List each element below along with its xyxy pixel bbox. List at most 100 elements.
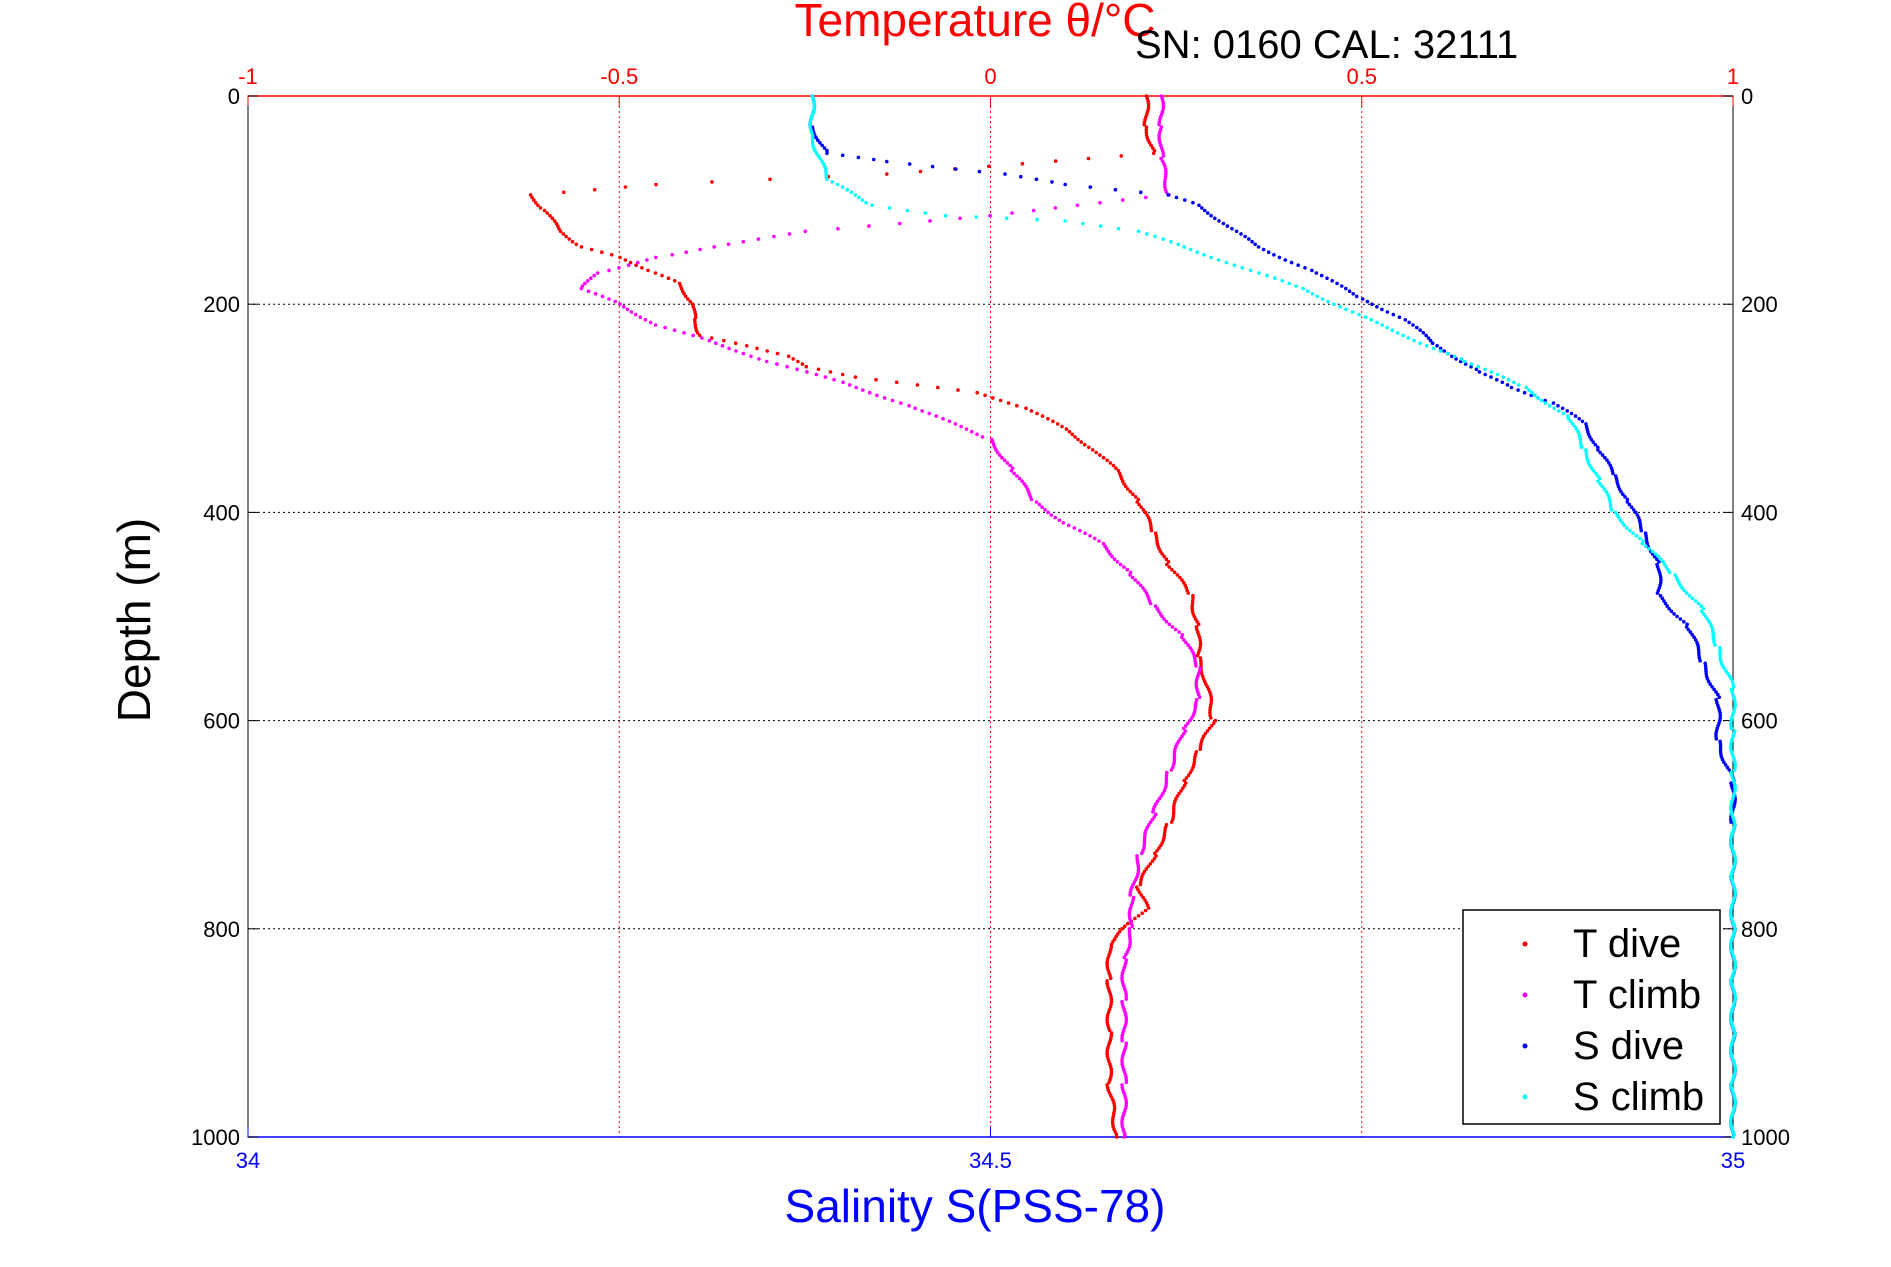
data-point xyxy=(1112,1106,1117,1111)
data-point xyxy=(1663,601,1668,606)
data-point xyxy=(1157,122,1161,127)
data-point xyxy=(812,104,817,109)
salinity-tick-label: 35 xyxy=(1721,1148,1745,1173)
data-point xyxy=(1682,588,1686,593)
data-point xyxy=(1165,562,1169,567)
data-point xyxy=(1698,658,1702,663)
data-point xyxy=(741,239,746,244)
data-point xyxy=(1124,1018,1129,1022)
depth-tick-label-right: 400 xyxy=(1741,500,1778,525)
data-point xyxy=(1155,799,1160,804)
data-point xyxy=(1139,505,1143,510)
data-point xyxy=(1128,573,1132,577)
data-point xyxy=(1613,510,1618,515)
data-point xyxy=(1003,172,1007,176)
data-point xyxy=(1171,807,1176,811)
data-point xyxy=(1568,419,1573,424)
data-point xyxy=(824,172,828,176)
data-point xyxy=(1164,778,1169,783)
data-point xyxy=(823,375,828,379)
data-point xyxy=(1182,245,1186,249)
depth-tick-label-right: 600 xyxy=(1741,709,1778,734)
data-point xyxy=(988,213,992,218)
data-point xyxy=(1650,552,1655,556)
data-point xyxy=(1608,502,1613,507)
data-point xyxy=(542,208,547,213)
data-point xyxy=(1412,338,1416,343)
data-point xyxy=(1655,591,1660,595)
data-point xyxy=(1686,627,1691,632)
data-point xyxy=(1426,336,1431,340)
data-point xyxy=(890,398,895,403)
data-point xyxy=(1164,773,1169,778)
data-point xyxy=(1729,744,1733,749)
data-point xyxy=(1221,221,1226,226)
data-point xyxy=(1556,403,1560,408)
data-point xyxy=(1733,783,1737,788)
data-point xyxy=(1733,1098,1737,1103)
data-point xyxy=(1067,429,1072,434)
data-point xyxy=(1008,463,1012,468)
data-point xyxy=(1066,523,1071,528)
data-point xyxy=(600,294,605,299)
data-point xyxy=(953,422,958,426)
data-point xyxy=(1172,570,1177,575)
data-point xyxy=(653,271,658,275)
data-point xyxy=(894,380,899,385)
data-point xyxy=(1718,711,1722,715)
data-point xyxy=(1116,932,1120,936)
data-point xyxy=(816,138,820,142)
data-point xyxy=(1127,929,1132,934)
data-point xyxy=(1190,768,1194,772)
data-point xyxy=(1133,916,1137,921)
data-point xyxy=(1474,367,1479,372)
data-point xyxy=(814,135,818,140)
data-point xyxy=(712,245,716,249)
data-point xyxy=(1167,622,1172,627)
data-point xyxy=(1108,552,1112,556)
data-point xyxy=(1024,406,1028,411)
data-point xyxy=(796,359,800,364)
data-point xyxy=(1141,895,1145,900)
data-point xyxy=(1360,297,1365,301)
data-point xyxy=(1696,601,1701,606)
data-point xyxy=(1638,536,1642,541)
data-point xyxy=(1209,698,1214,702)
data-point xyxy=(1063,219,1067,223)
axes-layer: -1 -0.5 0 0.5 1 34 34.5 35 0 0 200 200 400 400 600 600 8… xyxy=(191,64,1790,1173)
data-point xyxy=(1188,247,1193,252)
data-point xyxy=(765,349,769,353)
depth-tick-label-right: 800 xyxy=(1741,917,1778,942)
data-point xyxy=(1501,375,1506,379)
data-point xyxy=(756,237,761,241)
data-point xyxy=(1729,1119,1733,1124)
data-point xyxy=(1186,721,1190,725)
data-point xyxy=(1161,154,1166,158)
data-point xyxy=(1591,469,1596,473)
data-point xyxy=(1306,289,1310,294)
legend-marker xyxy=(1522,1094,1528,1100)
data-point xyxy=(1655,557,1659,561)
data-point xyxy=(607,268,611,273)
data-point xyxy=(828,370,833,374)
data-point xyxy=(530,195,534,200)
data-point xyxy=(1120,1059,1124,1064)
data-point xyxy=(1159,794,1163,798)
data-point xyxy=(1162,830,1167,835)
data-point xyxy=(1629,505,1634,510)
salinity-tick-label: 34.5 xyxy=(969,1148,1012,1173)
data-point xyxy=(887,206,892,210)
data-point xyxy=(634,263,638,268)
data-point xyxy=(1594,471,1598,476)
data-point xyxy=(1727,674,1732,679)
data-point xyxy=(1733,1067,1737,1072)
data-point xyxy=(923,211,928,215)
data-point xyxy=(1193,658,1197,663)
data-point xyxy=(1667,570,1672,575)
data-point xyxy=(1213,718,1218,723)
data-point xyxy=(1476,364,1481,369)
data-point xyxy=(1190,606,1194,611)
data-point xyxy=(1164,619,1169,624)
data-point xyxy=(1161,151,1165,156)
data-point xyxy=(1053,159,1058,163)
